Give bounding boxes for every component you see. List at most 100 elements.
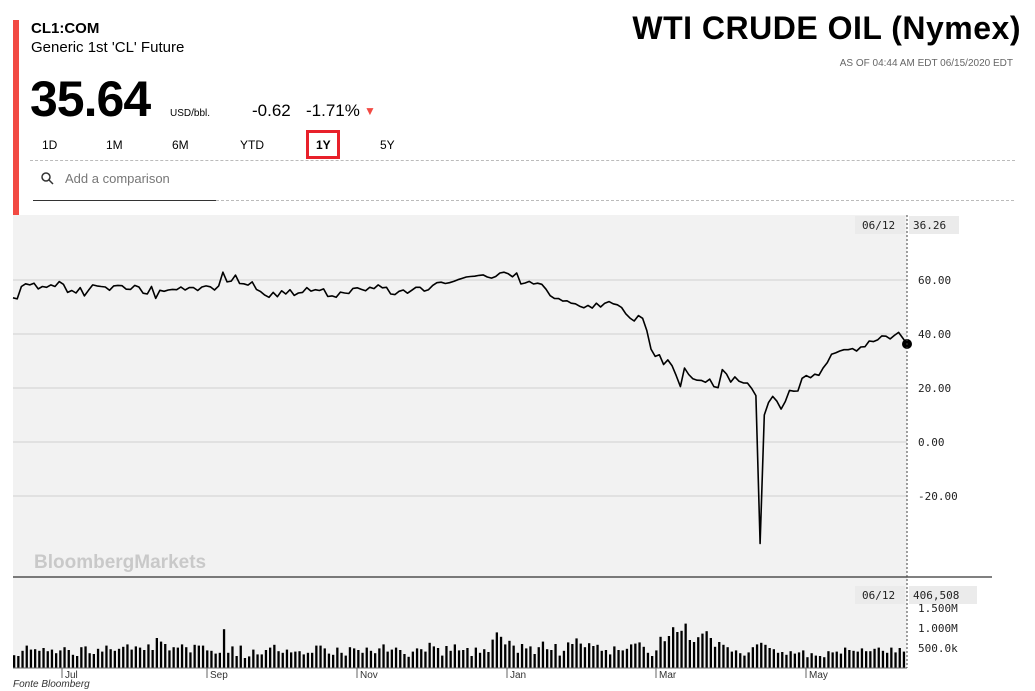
crosshair-value: 36.26 bbox=[913, 219, 946, 232]
volume-bar bbox=[789, 651, 792, 668]
volume-bar bbox=[839, 653, 843, 668]
x-tick-label: Mar bbox=[659, 670, 677, 681]
volume-bar bbox=[445, 646, 448, 668]
volume-bar bbox=[688, 640, 691, 668]
tab-ytd[interactable]: YTD bbox=[240, 138, 264, 152]
tab-1d[interactable]: 1D bbox=[42, 138, 58, 152]
volume-bar bbox=[67, 650, 70, 668]
volume-bar bbox=[797, 652, 801, 668]
volume-bar bbox=[747, 652, 750, 668]
page-title: WTI CRUDE OIL (Nymex) bbox=[632, 10, 1021, 46]
volume-bar bbox=[793, 653, 796, 668]
volume-bar bbox=[651, 656, 654, 668]
volume-bar bbox=[478, 652, 482, 668]
x-tick-label: Jul bbox=[65, 670, 78, 681]
volume-bar bbox=[713, 646, 717, 668]
volume-bar bbox=[378, 648, 381, 668]
volume-bar bbox=[630, 644, 633, 668]
volume-crosshair-value: 406,508 bbox=[913, 589, 959, 602]
volume-bar bbox=[122, 646, 125, 668]
volume-bar bbox=[491, 639, 494, 668]
tab-5y[interactable]: 5Y bbox=[380, 138, 395, 152]
volume-bar bbox=[180, 644, 184, 668]
volume-bar bbox=[420, 649, 423, 668]
volume-bar bbox=[159, 641, 163, 668]
volume-bar bbox=[319, 645, 322, 668]
volume-bar bbox=[264, 650, 268, 668]
volume-bar bbox=[739, 653, 742, 668]
tab-6m[interactable]: 6M bbox=[172, 138, 189, 152]
volume-bar bbox=[260, 654, 263, 668]
volume-bar bbox=[474, 647, 477, 668]
volume-bar bbox=[642, 646, 645, 668]
volume-bar bbox=[302, 654, 305, 668]
volume-bar bbox=[659, 636, 662, 668]
volume-bar bbox=[315, 645, 318, 668]
volume-bar bbox=[29, 649, 33, 668]
volume-bar bbox=[726, 647, 729, 668]
volume-bar bbox=[466, 648, 469, 668]
volume-bar bbox=[285, 649, 289, 668]
crosshair-date-box bbox=[855, 216, 905, 234]
volume-bar bbox=[193, 644, 196, 668]
source-note: Fonte Bloomberg bbox=[13, 679, 90, 690]
volume-bar bbox=[172, 647, 175, 668]
volume-bar bbox=[592, 646, 595, 668]
volume-bar bbox=[71, 654, 75, 668]
volume-bar bbox=[684, 623, 687, 668]
volume-bar bbox=[176, 647, 179, 668]
volume-bar bbox=[831, 652, 834, 668]
volume-bar bbox=[428, 642, 431, 668]
volume-tick-label: 1.500M bbox=[918, 602, 958, 615]
comparison-search[interactable] bbox=[33, 166, 217, 201]
volume-bar bbox=[126, 644, 129, 668]
volume-bar bbox=[596, 644, 599, 668]
search-input[interactable] bbox=[63, 170, 217, 187]
volume-bar bbox=[336, 647, 339, 668]
volume-bar bbox=[13, 655, 16, 668]
volume-bar bbox=[609, 654, 612, 668]
tab-1m[interactable]: 1M bbox=[106, 138, 123, 152]
volume-bar bbox=[21, 650, 24, 668]
volume-bar bbox=[269, 647, 272, 668]
volume-bar bbox=[382, 644, 385, 668]
volume-bar bbox=[323, 648, 326, 668]
volume-tick-label: 500.0k bbox=[918, 642, 958, 655]
volume-bar bbox=[462, 650, 465, 668]
tab-1y[interactable]: 1Y bbox=[316, 138, 331, 152]
volume-bar bbox=[781, 652, 784, 668]
volume-bar bbox=[96, 648, 100, 668]
volume-bar bbox=[117, 648, 121, 668]
volume-bar bbox=[256, 654, 259, 668]
volume-bar bbox=[441, 655, 444, 668]
volume-bar bbox=[130, 649, 133, 668]
volume-bar bbox=[273, 644, 276, 668]
volume-bar bbox=[705, 631, 708, 668]
volume-bar bbox=[76, 656, 79, 668]
volume-bar bbox=[386, 651, 389, 668]
volume-bar bbox=[776, 652, 780, 668]
volume-bar bbox=[672, 627, 675, 668]
volume-bar bbox=[533, 654, 536, 668]
volume-bar bbox=[567, 642, 570, 668]
volume-bar bbox=[306, 652, 310, 668]
volume-bar bbox=[151, 650, 154, 668]
volume-bar bbox=[583, 647, 587, 668]
volume-bar bbox=[600, 650, 603, 668]
volume-bar bbox=[869, 651, 872, 668]
volume-bar bbox=[550, 650, 553, 668]
search-icon bbox=[41, 172, 54, 188]
volume-bar bbox=[785, 654, 788, 668]
volume-bar bbox=[403, 654, 406, 668]
volume-bar bbox=[101, 651, 104, 668]
volume-bar bbox=[50, 649, 54, 668]
volume-bar bbox=[235, 656, 238, 668]
volume-bar bbox=[357, 650, 360, 668]
volume-bar bbox=[676, 632, 679, 668]
y-tick-label: 60.00 bbox=[918, 274, 951, 287]
price-line bbox=[12, 271, 908, 545]
volume-bar bbox=[617, 650, 620, 668]
x-tick-label: May bbox=[809, 670, 828, 681]
volume-bar bbox=[877, 647, 880, 668]
volume-bar bbox=[34, 649, 37, 668]
